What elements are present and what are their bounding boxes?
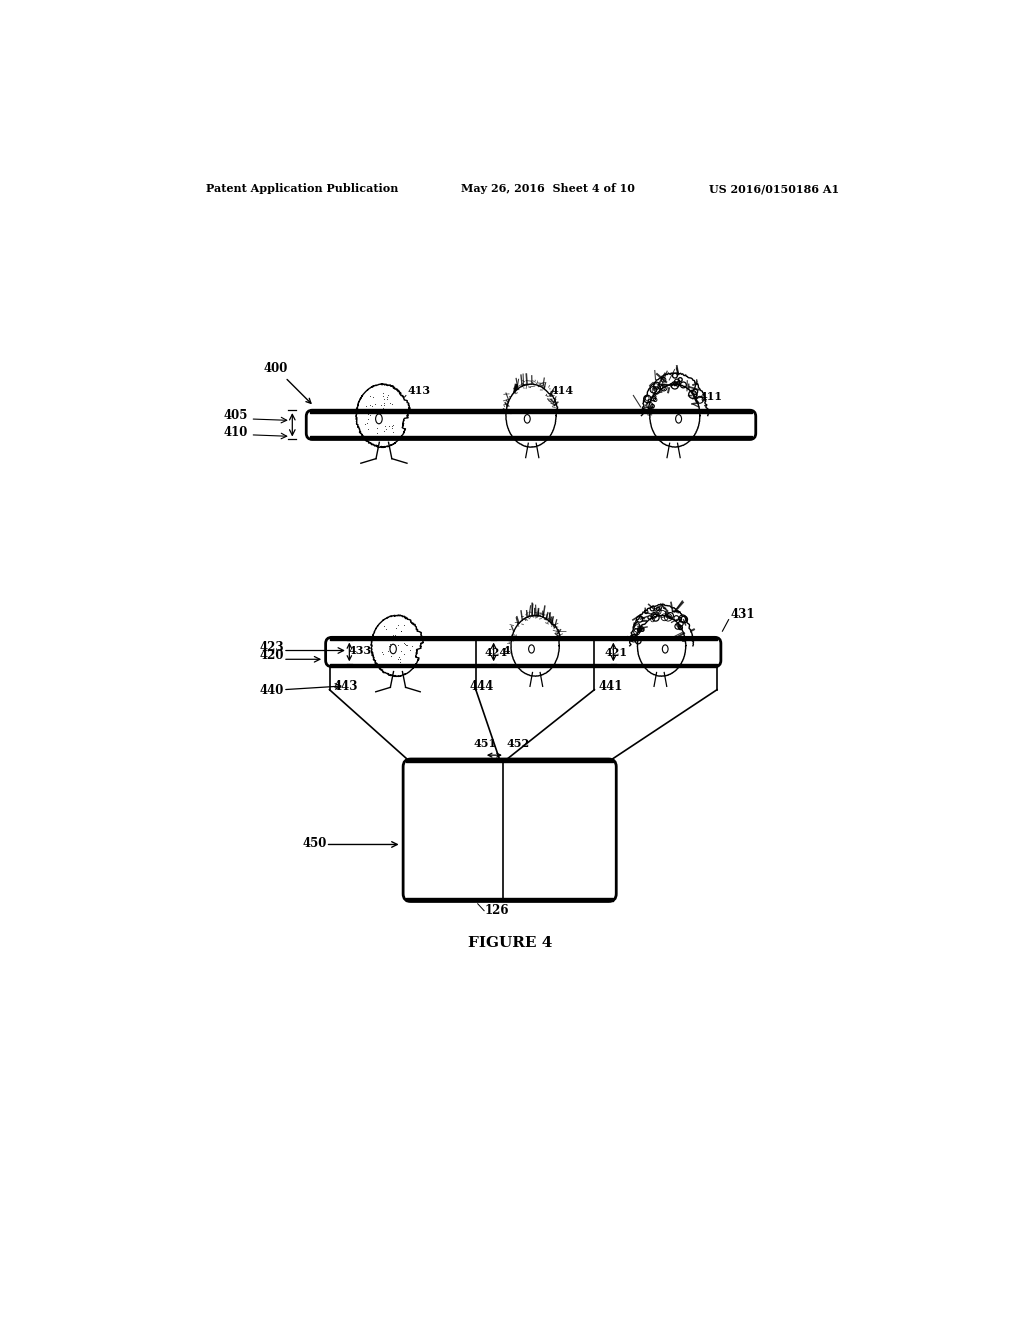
Polygon shape bbox=[636, 615, 686, 676]
Text: 431: 431 bbox=[730, 609, 755, 622]
Text: 420: 420 bbox=[260, 649, 285, 663]
Text: 434: 434 bbox=[503, 645, 526, 656]
Polygon shape bbox=[371, 615, 424, 677]
Text: 405: 405 bbox=[224, 409, 248, 422]
Text: 444: 444 bbox=[470, 680, 494, 693]
Ellipse shape bbox=[390, 644, 396, 653]
Text: 433: 433 bbox=[349, 645, 372, 656]
Text: 423: 423 bbox=[260, 640, 285, 653]
Ellipse shape bbox=[543, 826, 550, 837]
Text: 226: 226 bbox=[542, 763, 566, 776]
Text: 452: 452 bbox=[507, 738, 529, 750]
Text: 421: 421 bbox=[604, 647, 627, 659]
Ellipse shape bbox=[663, 645, 668, 653]
Text: 441: 441 bbox=[598, 680, 623, 693]
Text: 413: 413 bbox=[408, 385, 430, 396]
Ellipse shape bbox=[376, 414, 382, 424]
Text: 414: 414 bbox=[550, 385, 573, 396]
Polygon shape bbox=[440, 789, 504, 865]
Polygon shape bbox=[506, 384, 557, 447]
Polygon shape bbox=[356, 384, 411, 447]
Ellipse shape bbox=[463, 825, 471, 837]
Text: 440: 440 bbox=[260, 684, 284, 697]
Polygon shape bbox=[511, 791, 571, 865]
Text: 410: 410 bbox=[224, 425, 248, 438]
Text: 400: 400 bbox=[263, 362, 311, 404]
Text: US 2016/0150186 A1: US 2016/0150186 A1 bbox=[710, 183, 840, 194]
Text: FIGURE 4: FIGURE 4 bbox=[468, 936, 552, 950]
Ellipse shape bbox=[524, 414, 530, 424]
Text: Patent Application Publication: Patent Application Publication bbox=[206, 183, 398, 194]
Text: May 26, 2016  Sheet 4 of 10: May 26, 2016 Sheet 4 of 10 bbox=[461, 183, 635, 194]
Text: 451: 451 bbox=[474, 738, 497, 750]
Ellipse shape bbox=[528, 645, 535, 653]
Polygon shape bbox=[648, 384, 700, 447]
Text: 450: 450 bbox=[302, 837, 327, 850]
Text: 424: 424 bbox=[484, 647, 508, 659]
Text: 411: 411 bbox=[699, 391, 723, 403]
Polygon shape bbox=[511, 615, 561, 676]
FancyBboxPatch shape bbox=[403, 759, 616, 902]
Ellipse shape bbox=[676, 414, 682, 424]
Text: 126: 126 bbox=[484, 904, 509, 917]
Text: 443: 443 bbox=[334, 680, 357, 693]
